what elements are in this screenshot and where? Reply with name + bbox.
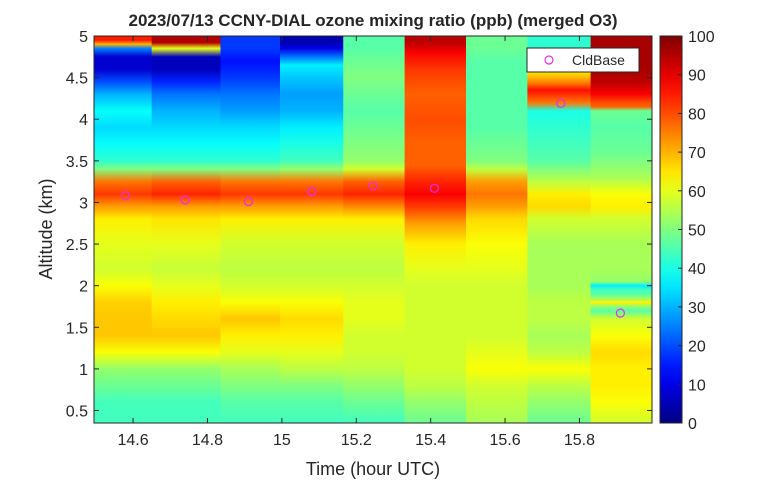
cldbase-point [429,183,439,193]
heatmap-column [220,36,281,423]
x-tick-label: 15.4 [415,432,446,449]
colorbar-tick-label: 50 [688,223,706,240]
cldbase-point [556,98,566,109]
y-axis-label: Altitude (km) [36,178,56,279]
plot-area-frame [93,35,653,424]
colorbar-tick-label: 40 [688,261,706,278]
y-tick-label: 0.5 [66,404,88,421]
y-tick-label: 2 [79,279,88,296]
cldbase-point [121,191,131,201]
legend-marker-cldbase [544,55,554,65]
x-tick-label: 14.8 [192,432,223,449]
y-tick-label: 4 [79,112,88,129]
colorbar-tick-label: 60 [688,184,706,201]
colorbar-tick-label: 0 [688,416,697,433]
y-tick-label: 1.5 [66,320,88,337]
y-tick-label: 3 [79,195,88,212]
heatmap-column [590,36,652,423]
x-tick-label: 14.6 [117,432,148,449]
legend-label-cldbase: CldBase [572,52,625,68]
cldbase-point [307,187,317,197]
cldbase-markers [121,98,625,318]
heatmap-column [404,36,467,423]
y-tick-label: 5 [79,29,88,46]
colorbar: 0 10 20 30 40 50 60 70 80 90 100 [659,29,715,433]
x-axis-label: Time (hour UTC) [306,459,440,479]
x-tick-label: 15.2 [341,432,372,449]
heatmap [94,36,652,423]
heatmap-column [94,36,153,423]
colorbar-tick-label: 10 [688,377,706,394]
cldbase-point [243,197,253,207]
legend[interactable]: CldBase [526,47,640,73]
cldbase-point [368,181,378,191]
colorbar-tick-label: 70 [688,145,706,162]
x-axis-ticks: 14.6 14.8 15 15.2 15.4 15.6 15.8 [117,36,595,449]
colorbar-tick-label: 20 [688,339,706,356]
cldbase-point [180,195,190,205]
x-tick-label: 15 [273,432,291,449]
heatmap-column [151,36,222,423]
colorbar-tick-label: 30 [688,300,706,317]
colorbar-ticks: 0 10 20 30 40 50 60 70 80 90 100 [678,29,715,433]
x-tick-label: 15.6 [489,432,520,449]
legend-box [526,47,640,73]
heatmap-column [343,36,406,423]
y-tick-label: 4.5 [66,71,88,88]
colorbar-tick-label: 100 [688,29,715,46]
colorbar-tick-label: 80 [688,106,706,123]
cldbase-point [615,308,625,318]
x-tick-label: 15.8 [564,432,595,449]
y-axis-ticks: 0.5 1 1.5 2 2.5 3 3.5 4 4.5 5 [66,29,652,421]
heatmap-column [280,36,344,423]
y-tick-label: 3.5 [66,154,88,171]
heatmap-column [466,36,528,423]
colorbar-tick-label: 90 [688,68,706,85]
y-tick-label: 1 [79,362,88,379]
chart-title: 2023/07/13 CCNY-DIAL ozone mixing ratio … [128,11,617,30]
y-tick-label: 2.5 [66,237,88,254]
heatmap-column [527,36,592,423]
